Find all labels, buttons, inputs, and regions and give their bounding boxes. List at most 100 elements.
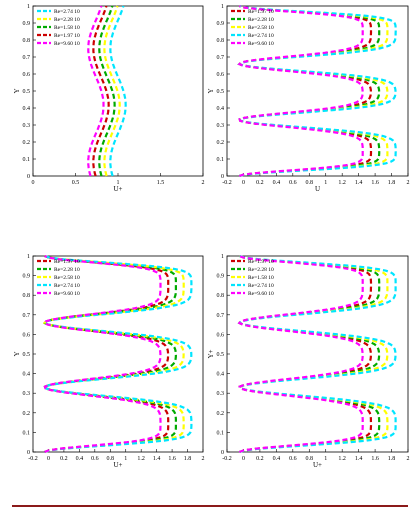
x-tick-label: 0.2	[60, 456, 68, 462]
x-tick-label: 1.6	[371, 180, 379, 186]
y-tick-label: 0.6	[23, 332, 31, 338]
series-line	[98, 5, 116, 177]
x-tick-label: 0.4	[273, 456, 281, 462]
series-line	[87, 5, 105, 177]
y-tick-label: 0.1	[217, 157, 225, 163]
legend-label: Re=2.28 10	[54, 267, 80, 273]
x-tick-label: 1.5	[157, 180, 165, 186]
y-tick-label: 0.4	[23, 106, 31, 112]
y-tick-label: 0	[221, 450, 224, 456]
legend-label: Re=1.97 10	[54, 33, 80, 39]
y-axis-title: Y	[207, 88, 215, 93]
series-line	[237, 254, 381, 454]
x-axis-title: U+	[313, 461, 322, 469]
series-line	[42, 254, 185, 454]
y-tick-label: 0.8	[23, 293, 31, 299]
x-tick-label: 0	[32, 180, 35, 186]
y-tick-label: 0.1	[23, 430, 31, 436]
series-line	[43, 254, 162, 454]
series-line	[237, 4, 389, 178]
series-line	[237, 254, 364, 454]
series-line	[237, 254, 389, 454]
x-tick-label: 0.4	[273, 180, 281, 186]
x-tick-label: 2	[202, 456, 205, 462]
legend-label: Re=2.74 10	[54, 283, 80, 289]
x-tick-label: 1.4	[355, 180, 363, 186]
x-axis-title: U	[315, 185, 320, 193]
y-tick-label: 0.4	[217, 106, 225, 112]
legend-label: Re=2.74 10	[248, 283, 274, 289]
y-tick-label: 0.7	[217, 313, 225, 319]
y-tick-label: 0.3	[217, 391, 225, 397]
legend-label: Re=2.28 10	[248, 17, 274, 23]
y-tick-label: 0.5	[217, 89, 225, 95]
legend-label: Re=2.28 10	[248, 267, 274, 273]
legend-label: Re=9.60 10	[248, 291, 274, 297]
y-tick-label: 0.8	[217, 38, 225, 44]
x-axis-title: U+	[113, 461, 122, 469]
legend-label: Re=2.74 10	[54, 9, 80, 15]
x-tick-label: 0.6	[289, 456, 297, 462]
series-line	[237, 4, 373, 178]
legend-label: Re=1.58 10	[248, 275, 274, 281]
x-tick-label: 1.2	[338, 180, 346, 186]
x-tick-label: 0	[242, 456, 245, 462]
x-tick-label: 1	[117, 180, 120, 186]
x-tick-label: 0.2	[256, 180, 264, 186]
series-line	[103, 5, 121, 177]
series-line	[42, 254, 178, 454]
y-tick-label: 0.4	[217, 372, 225, 378]
legend-label: Re=2.58 10	[54, 275, 80, 281]
y-tick-label: 0.7	[23, 313, 31, 319]
legend-label: Re=2.58 10	[248, 25, 274, 31]
x-tick-label: 0.6	[91, 456, 99, 462]
x-tick-label: 1.8	[184, 456, 192, 462]
plot-frame	[226, 5, 409, 177]
y-tick-label: 0.7	[23, 55, 31, 61]
y-tick-label: 0.2	[217, 140, 225, 146]
x-tick-label: 1.8	[388, 180, 396, 186]
y-tick-label: 0.3	[217, 123, 225, 129]
y-axis-title: Y+	[207, 349, 215, 358]
x-tick-label: 0.4	[76, 456, 84, 462]
y-tick-label: 0.5	[217, 352, 225, 358]
x-tick-label: 2	[407, 456, 410, 462]
x-tick-label: 1	[324, 180, 327, 186]
y-tick-label: 0.5	[23, 352, 31, 358]
y-tick-label: 0.6	[217, 72, 225, 78]
x-tick-label: 0	[242, 180, 245, 186]
x-tick-label: 1.8	[388, 456, 396, 462]
chart-panel-2: 00.10.20.30.40.50.60.70.80.91-0.2 0 0.2 0.4…	[207, 4, 410, 193]
y-axis-title: Y	[13, 88, 21, 93]
series-line	[237, 254, 373, 454]
y-tick-label: 0.1	[23, 157, 31, 163]
legend-label: Re=1.97 10	[248, 259, 274, 265]
y-tick-label: 0.9	[23, 274, 31, 280]
x-tick-label: 1.2	[137, 456, 145, 462]
y-tick-label: 0.1	[217, 430, 225, 436]
chart-panel-3: 00.10.20.30.40.50.60.70.80.91-0.2 0 0.2 0.4…	[13, 254, 205, 469]
x-tick-label: 1.2	[338, 456, 346, 462]
legend-label: Re=9.60 10	[54, 41, 80, 47]
y-tick-label: 0.5	[23, 89, 31, 95]
y-tick-label: 0.2	[23, 411, 31, 417]
y-tick-label: 0.9	[217, 274, 225, 280]
y-tick-label: 1	[27, 254, 30, 260]
series-line	[237, 4, 364, 178]
y-axis-title: Y	[13, 351, 21, 356]
legend-label: Re=1.97 10	[248, 9, 274, 15]
y-tick-label: 0.3	[23, 391, 31, 397]
x-tick-label: 1.6	[371, 456, 379, 462]
y-tick-label: 0.7	[217, 55, 225, 61]
y-tick-label: 0.9	[217, 21, 225, 27]
legend-label: Re=9.60 10	[54, 291, 80, 297]
y-tick-label: 0	[221, 174, 224, 180]
y-tick-label: 0.2	[23, 140, 31, 146]
x-tick-label: 0.8	[306, 456, 314, 462]
y-tick-label: 1	[27, 4, 30, 10]
legend-label: Re=1.97 10	[54, 259, 80, 265]
x-tick-label: 0	[47, 456, 50, 462]
y-tick-label: 0.8	[217, 293, 225, 299]
x-tick-label: -0.2	[222, 180, 232, 186]
